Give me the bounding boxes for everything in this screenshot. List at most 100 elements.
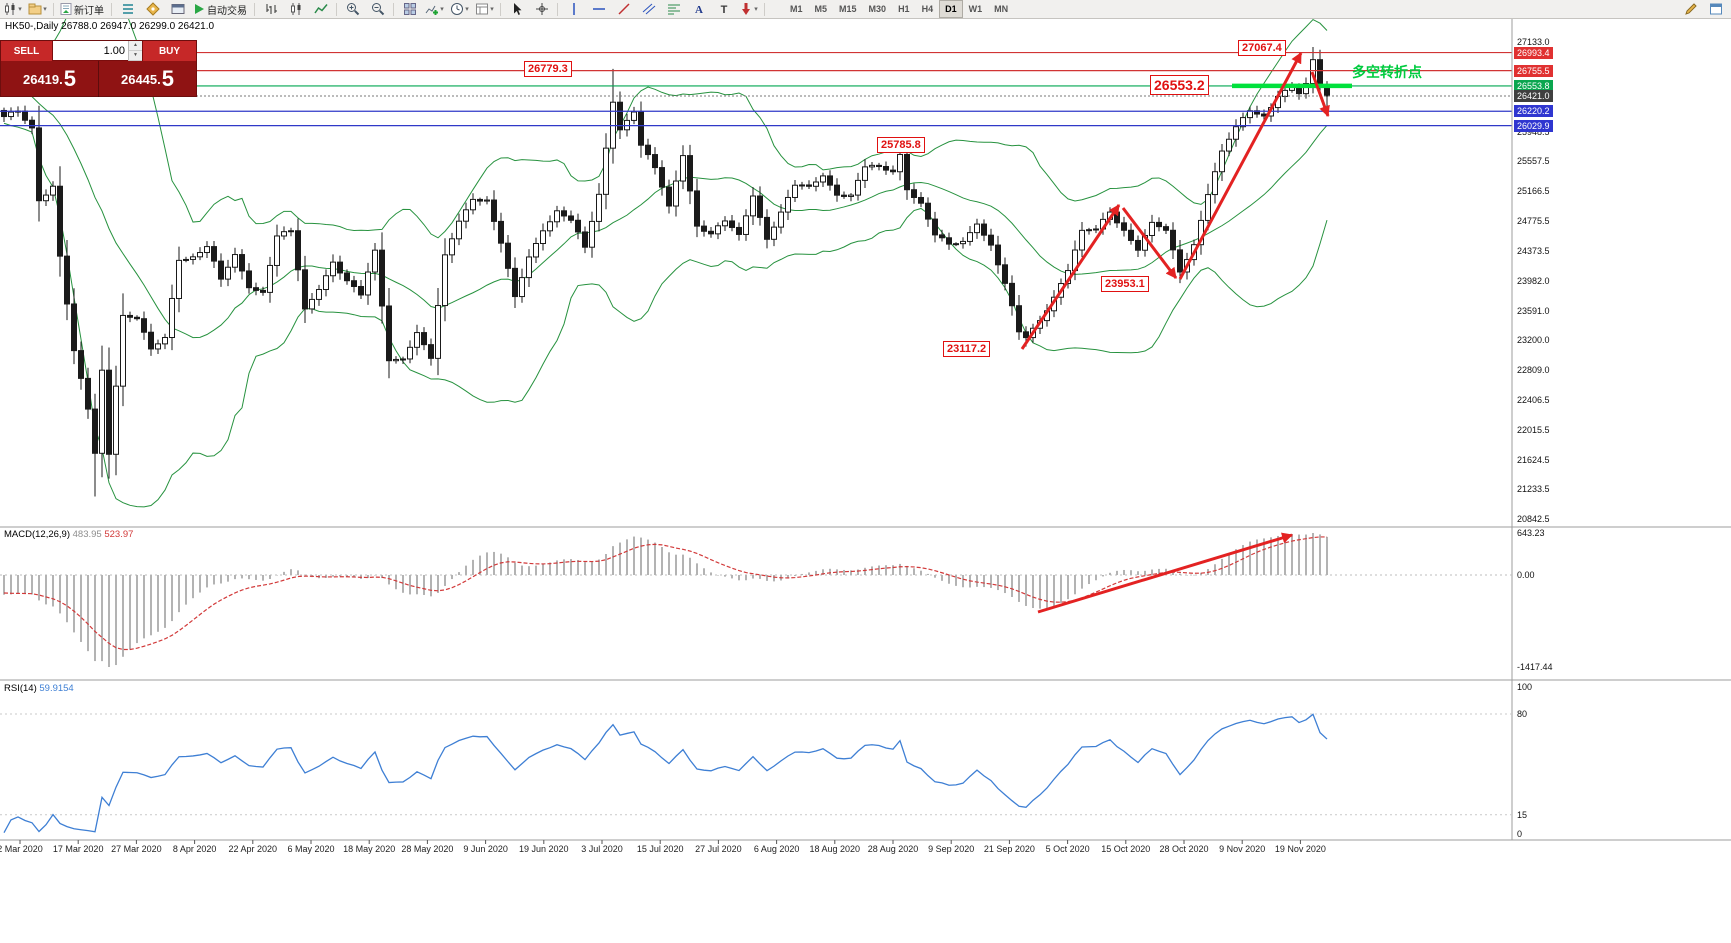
date-axis-label[interactable]: 8 Apr 2020 bbox=[172, 844, 217, 854]
sell-price[interactable]: 26419. 5 bbox=[1, 61, 99, 97]
fibonacci-icon[interactable] bbox=[661, 1, 686, 17]
date-axis-label[interactable]: 9 Nov 2020 bbox=[1219, 844, 1266, 854]
bar-chart-icon[interactable] bbox=[258, 1, 283, 17]
macd-label: MACD(12,26,9) 483.95 523.97 bbox=[4, 529, 134, 540]
tile-windows-icon[interactable] bbox=[397, 1, 422, 17]
timeframe-H4[interactable]: H4 bbox=[921, 4, 934, 14]
timeframe-W1[interactable]: W1 bbox=[968, 4, 983, 14]
shapes-icon[interactable]: ▾ bbox=[736, 1, 761, 17]
price-axis-tick[interactable]: 25166.5 bbox=[1517, 186, 1550, 197]
terminal-icon[interactable] bbox=[165, 1, 190, 17]
date-axis-label[interactable]: 9 Sep 2020 bbox=[928, 844, 975, 854]
volume-up-icon[interactable]: ▲ bbox=[129, 40, 142, 51]
cursor-icon[interactable] bbox=[504, 1, 529, 17]
horizontal-line-icon[interactable] bbox=[586, 1, 611, 17]
price-annotation[interactable]: 23953.1 bbox=[1101, 276, 1149, 292]
date-axis-label[interactable]: 21 Sep 2020 bbox=[983, 844, 1035, 854]
date-axis-label[interactable]: 27 Jul 2020 bbox=[695, 844, 742, 854]
date-axis-label[interactable]: 19 Nov 2020 bbox=[1274, 844, 1326, 854]
new-order-button[interactable]: 新订单 bbox=[57, 1, 108, 17]
date-axis-label[interactable]: 27 Mar 2020 bbox=[111, 844, 162, 854]
price-annotation[interactable]: 25785.8 bbox=[877, 137, 925, 153]
line-chart-icon[interactable] bbox=[308, 1, 333, 17]
market-watch-icon[interactable] bbox=[115, 1, 140, 17]
volume-value[interactable]: 1.00 bbox=[103, 44, 125, 57]
date-axis-label[interactable]: 22 Apr 2020 bbox=[228, 844, 278, 854]
autotrading-button[interactable]: 自动交易 bbox=[190, 1, 251, 17]
new-chart-icon[interactable]: ▾ bbox=[0, 1, 25, 17]
price-axis-tick[interactable]: 27133.0 bbox=[1517, 37, 1550, 47]
timeframe-M5[interactable]: M5 bbox=[814, 4, 828, 14]
label-icon[interactable]: T bbox=[711, 1, 736, 17]
templates-icon[interactable]: ▾ bbox=[472, 1, 497, 17]
zoom-out-icon[interactable] bbox=[365, 1, 390, 17]
indicators-icon[interactable]: ▾ bbox=[422, 1, 447, 17]
price-axis-tick[interactable]: 23200.0 bbox=[1517, 335, 1550, 346]
date-axis-label[interactable]: 18 May 2020 bbox=[343, 844, 396, 854]
macd-trend-arrow[interactable] bbox=[1037, 532, 1294, 614]
candlesticks[interactable] bbox=[1, 46, 1330, 497]
date-axis-label[interactable]: 18 Aug 2020 bbox=[809, 844, 861, 854]
navigator-icon[interactable] bbox=[140, 1, 165, 17]
vertical-line-icon[interactable] bbox=[561, 1, 586, 17]
price-axis-tick[interactable]: 21624.5 bbox=[1517, 454, 1550, 465]
price-axis-tick[interactable]: 22406.5 bbox=[1517, 395, 1550, 406]
toolbar-separator bbox=[393, 2, 394, 16]
periods-icon[interactable]: ▾ bbox=[447, 1, 472, 17]
price-annotation[interactable]: 26779.3 bbox=[524, 61, 572, 77]
timeframe-H1[interactable]: H1 bbox=[898, 4, 910, 14]
timeframe-M30[interactable]: M30 bbox=[868, 4, 887, 14]
symbol-ohlc-label: HK50-,Daily 26788.0 26947.0 26299.0 2642… bbox=[5, 21, 214, 32]
timeframe-M1[interactable]: M1 bbox=[790, 4, 803, 14]
zoom-in-icon[interactable] bbox=[340, 1, 365, 17]
turning-point-label[interactable]: 多空转折点 bbox=[1352, 64, 1422, 80]
date-axis-label[interactable]: 5 Oct 2020 bbox=[1045, 844, 1090, 854]
date-axis-label[interactable]: 9 Jun 2020 bbox=[463, 844, 508, 854]
macd-axis-max: 643.23 bbox=[1517, 528, 1545, 538]
date-axis-label[interactable]: 19 Jun 2020 bbox=[519, 844, 569, 854]
date-axis-label[interactable]: 17 Mar 2020 bbox=[52, 844, 104, 854]
volume-spinner[interactable]: ▲ ▼ bbox=[128, 40, 142, 61]
date-axis-label[interactable]: 6 Aug 2020 bbox=[753, 844, 800, 854]
price-annotation[interactable]: 26553.2 bbox=[1150, 75, 1209, 95]
pencil-icon[interactable] bbox=[1678, 1, 1703, 17]
price-axis-tick[interactable]: 25948.5 bbox=[1517, 126, 1550, 137]
date-axis-label[interactable]: 15 Jul 2020 bbox=[636, 844, 684, 854]
timeframe-D1[interactable]: D1 bbox=[939, 0, 963, 18]
volume-input[interactable]: 1.00 ▲ ▼ bbox=[53, 40, 142, 61]
date-axis-label[interactable]: 6 May 2020 bbox=[287, 844, 335, 854]
channel-icon[interactable] bbox=[636, 1, 661, 17]
buy-button[interactable]: BUY bbox=[142, 41, 196, 61]
trend-arrows[interactable] bbox=[1020, 52, 1330, 350]
crosshair-icon[interactable] bbox=[529, 1, 554, 17]
timeframe-MN[interactable]: MN bbox=[994, 4, 1009, 14]
text-icon[interactable]: A bbox=[686, 1, 711, 17]
volume-down-icon[interactable]: ▼ bbox=[129, 50, 142, 61]
trendline-icon[interactable] bbox=[611, 1, 636, 17]
price-axis-tick[interactable]: 23982.0 bbox=[1517, 275, 1550, 286]
price-axis-tick[interactable]: 25557.5 bbox=[1517, 156, 1550, 167]
date-axis-label[interactable]: 28 May 2020 bbox=[401, 844, 454, 854]
price-axis-tick[interactable]: 20842.5 bbox=[1517, 514, 1550, 524]
price-axis-tick[interactable]: 24775.5 bbox=[1517, 215, 1550, 226]
layout-icon[interactable] bbox=[1703, 1, 1728, 17]
sell-button[interactable]: SELL bbox=[1, 41, 53, 61]
date-axis-label[interactable]: 2 Mar 2020 bbox=[0, 844, 43, 854]
date-axis-label[interactable]: 28 Oct 2020 bbox=[1159, 844, 1209, 854]
date-axis-label[interactable]: 3 Jul 2020 bbox=[581, 844, 623, 854]
timeframe-M15[interactable]: M15 bbox=[839, 4, 857, 14]
price-annotation[interactable]: 23117.2 bbox=[943, 341, 991, 357]
candle-chart-icon[interactable] bbox=[283, 1, 308, 17]
profiles-icon[interactable]: ▾ bbox=[25, 1, 50, 17]
price-axis-tick[interactable]: 22015.5 bbox=[1517, 425, 1550, 436]
buy-price[interactable]: 26445. 5 bbox=[120, 66, 174, 91]
price-badge: 26993.4 bbox=[1514, 46, 1553, 59]
price-axis-tick[interactable]: 24373.5 bbox=[1517, 246, 1550, 257]
date-axis-label[interactable]: 28 Aug 2020 bbox=[867, 844, 919, 854]
price-annotation[interactable]: 27067.4 bbox=[1238, 40, 1286, 56]
price-axis-tick[interactable]: 21233.5 bbox=[1517, 484, 1550, 495]
date-axis-label[interactable]: 15 Oct 2020 bbox=[1101, 844, 1151, 854]
price-axis-tick[interactable]: 23591.0 bbox=[1517, 305, 1550, 316]
price-axis-tick[interactable]: 22809.0 bbox=[1517, 364, 1550, 375]
